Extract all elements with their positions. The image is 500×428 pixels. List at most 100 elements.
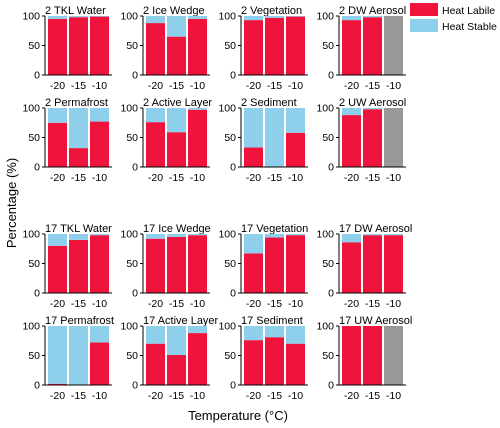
y-tick-label: 50 xyxy=(224,258,236,270)
bar-unavailable xyxy=(384,108,403,167)
x-tick-label: -10 xyxy=(386,390,401,402)
bar-heat-labile xyxy=(69,17,88,75)
legend-swatch-heat-labile xyxy=(410,3,438,16)
y-tick-label: 0 xyxy=(34,288,40,300)
y-tick-label: 50 xyxy=(28,132,40,144)
bar-heat-stable xyxy=(244,16,263,21)
y-tick-label: 0 xyxy=(132,70,138,82)
bar-heat-labile xyxy=(342,326,361,385)
bar-heat-labile xyxy=(363,109,382,167)
x-tick-label: -10 xyxy=(190,80,205,92)
bar-heat-stable xyxy=(48,326,67,384)
x-tick-label: -10 xyxy=(386,172,401,184)
panel: 2 Sediment -20 -15 -10 0 50 100 xyxy=(218,97,308,184)
bar-heat-labile xyxy=(363,17,382,75)
bar-heat-labile xyxy=(363,326,382,385)
bar-heat-labile xyxy=(146,238,165,293)
bar-heat-labile xyxy=(48,18,67,75)
bar-heat-stable xyxy=(188,16,207,19)
y-tick-label: 100 xyxy=(120,103,138,115)
panel: 2 Active Layer -20 -15 -10 0 50 100 xyxy=(120,97,212,184)
x-tick-label: -15 xyxy=(365,298,380,310)
y-tick-label: 0 xyxy=(328,70,334,82)
x-tick-label: -20 xyxy=(50,298,65,310)
bar-heat-labile xyxy=(90,16,109,75)
y-tick-label: 50 xyxy=(28,350,40,362)
bar-heat-stable xyxy=(48,16,67,19)
bar-heat-stable xyxy=(265,234,284,238)
bar-heat-stable xyxy=(90,108,109,122)
bar-heat-stable xyxy=(265,326,284,338)
y-tick-label: 0 xyxy=(34,162,40,174)
panels: 2 TKL Water -20 -15 -10 0 50 100 2 Ice Wedge -20… xyxy=(22,5,412,402)
y-tick-label: 0 xyxy=(328,288,334,300)
y-tick-label: 100 xyxy=(316,11,334,23)
panel: 17 Active Layer -20 -15 -10 0 50 100 xyxy=(120,315,218,402)
bar-heat-stable xyxy=(69,326,88,385)
bar-heat-stable xyxy=(90,234,109,236)
y-tick-label: 0 xyxy=(230,380,236,392)
x-tick-label: -10 xyxy=(288,80,303,92)
panel: 2 Permafrost -20 -15 -10 0 50 100 xyxy=(22,97,112,184)
bar-heat-labile xyxy=(69,239,88,293)
x-tick-label: -20 xyxy=(148,80,163,92)
bar-heat-stable xyxy=(167,16,186,37)
bar-heat-labile xyxy=(265,337,284,385)
y-tick-label: 50 xyxy=(322,258,334,270)
x-tick-label: -15 xyxy=(169,298,184,310)
x-tick-label: -20 xyxy=(148,390,163,402)
x-tick-label: -10 xyxy=(92,390,107,402)
y-tick-label: 50 xyxy=(28,258,40,270)
bar-heat-stable xyxy=(244,108,263,148)
bar-heat-stable xyxy=(286,234,305,236)
x-tick-label: -15 xyxy=(267,390,282,402)
bar-heat-labile xyxy=(265,17,284,75)
x-tick-label: -10 xyxy=(288,298,303,310)
bar-heat-labile xyxy=(188,235,207,293)
panel: 2 Vegetation -20 -15 -10 0 50 100 xyxy=(218,5,308,92)
bar-heat-stable xyxy=(363,16,382,18)
y-tick-label: 100 xyxy=(120,11,138,23)
x-tick-label: -15 xyxy=(169,80,184,92)
bar-heat-labile xyxy=(188,333,207,385)
x-tick-label: -10 xyxy=(386,298,401,310)
bar-heat-labile xyxy=(146,23,165,75)
panel-title: 2 UW Aerosol xyxy=(339,97,406,109)
bar-heat-labile xyxy=(48,122,67,167)
bar-unavailable xyxy=(384,16,403,75)
x-tick-label: -15 xyxy=(169,172,184,184)
bar-heat-labile xyxy=(244,253,263,293)
panel-title: 2 DW Aerosol xyxy=(339,5,406,17)
bar-heat-labile xyxy=(342,20,361,76)
bar-heat-stable xyxy=(146,108,165,123)
bar-heat-stable xyxy=(342,234,361,243)
bar-heat-labile xyxy=(188,109,207,167)
legend-swatch-heat-stable xyxy=(410,19,438,32)
bar-heat-labile xyxy=(244,20,263,76)
bar-heat-labile xyxy=(363,235,382,293)
bar-heat-stable xyxy=(265,108,284,167)
y-tick-label: 100 xyxy=(120,229,138,241)
legend-label-heat-stable: Heat Stable xyxy=(442,21,497,33)
bar-heat-stable xyxy=(146,234,165,239)
y-tick-label: 50 xyxy=(224,350,236,362)
bar-heat-stable xyxy=(167,108,186,133)
bar-heat-stable xyxy=(188,234,207,236)
bar-heat-labile xyxy=(48,245,67,293)
bar-heat-stable xyxy=(146,16,165,24)
panel-title: 2 Sediment xyxy=(241,97,297,109)
x-tick-label: -10 xyxy=(92,298,107,310)
y-tick-label: 50 xyxy=(126,40,138,52)
x-tick-label: -20 xyxy=(50,172,65,184)
panel-title: 17 DW Aerosol xyxy=(339,223,412,235)
panel: 17 UW Aerosol -20 -15 -10 0 50 100 xyxy=(316,315,412,402)
bar-heat-stable xyxy=(342,16,361,21)
y-tick-label: 0 xyxy=(132,288,138,300)
panel: 2 TKL Water -20 -15 -10 0 50 100 xyxy=(22,5,112,92)
x-tick-label: -15 xyxy=(71,390,86,402)
x-tick-label: -20 xyxy=(50,390,65,402)
x-tick-label: -15 xyxy=(267,298,282,310)
x-tick-label: -10 xyxy=(288,172,303,184)
bar-heat-labile xyxy=(146,343,165,385)
bar-heat-labile xyxy=(90,121,109,167)
